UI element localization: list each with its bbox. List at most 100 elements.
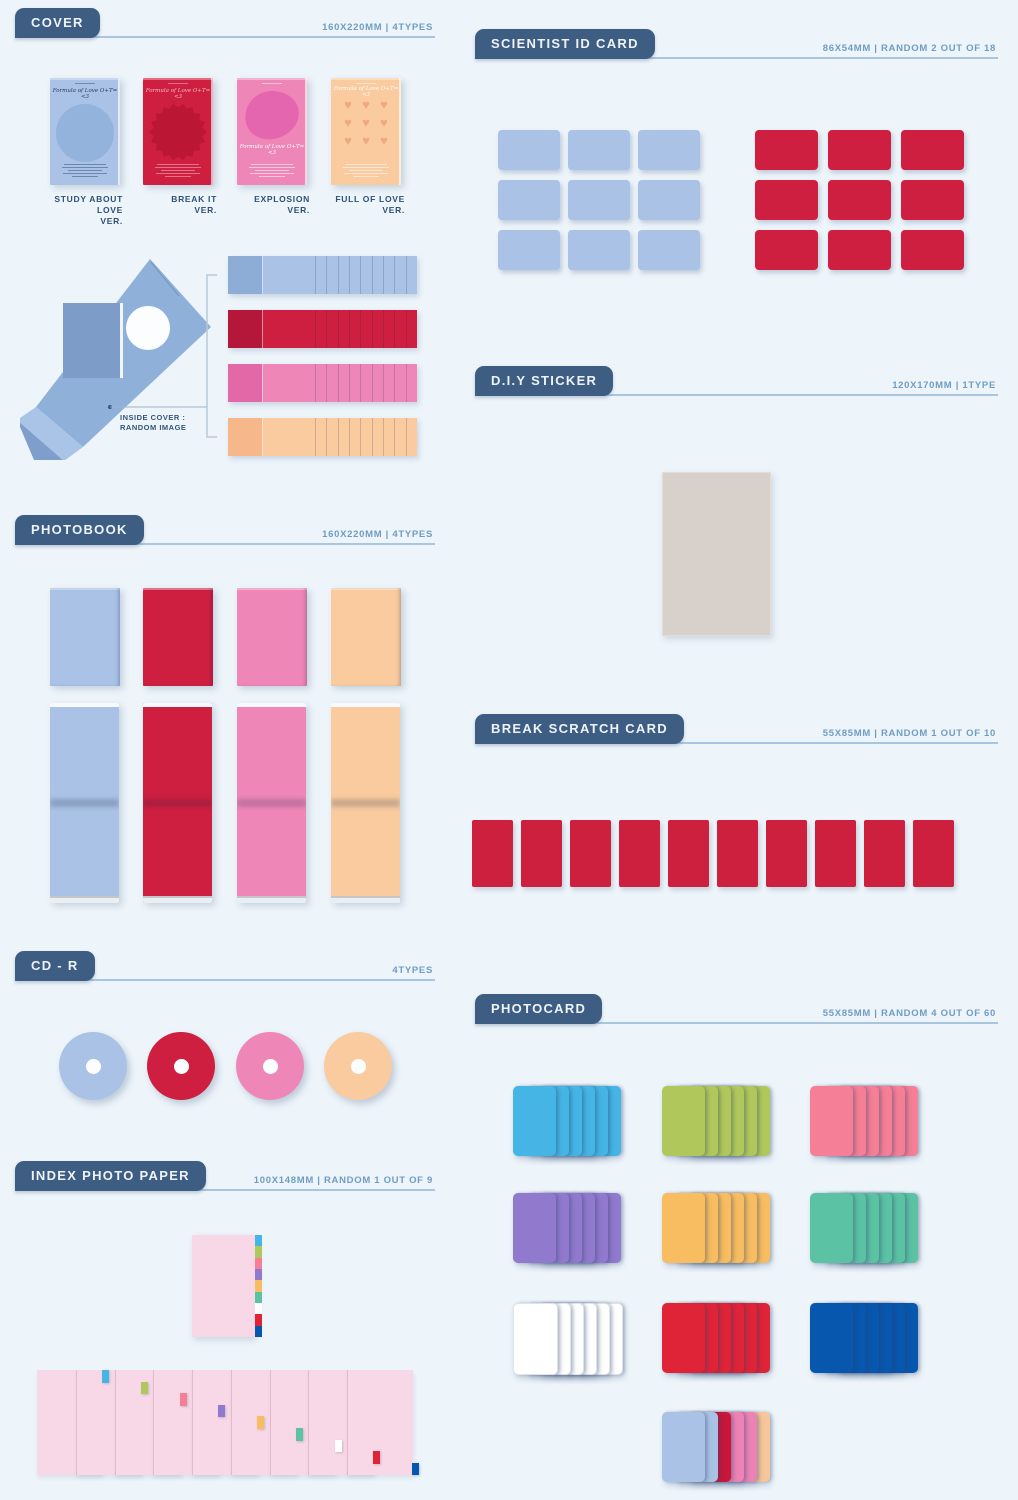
index-tab — [255, 1325, 262, 1337]
scratch-section-tab: BREAK SCRATCH CARD — [475, 714, 684, 744]
album-title: Formula of Love O+T=<3 — [52, 88, 118, 100]
photobook-section-tab: PHOTOBOOK — [15, 515, 144, 545]
fan-tab — [334, 1439, 342, 1453]
id-card — [498, 130, 560, 170]
scratch-card — [717, 820, 758, 887]
id-card — [568, 130, 630, 170]
cover-top-text-line — [168, 83, 188, 84]
version-label-full-of-love: FULL OF LOVE VER. — [315, 194, 405, 216]
id-card — [498, 180, 560, 220]
fan-tab — [373, 1451, 381, 1464]
version-suffix: VER. — [194, 205, 217, 215]
photocard — [513, 1086, 556, 1156]
version-label-break-it: BREAK IT VER. — [127, 194, 217, 216]
version-name: EXPLOSION — [254, 194, 310, 204]
photocard — [662, 1303, 705, 1373]
photocard-section-tab: PHOTOCARD — [475, 994, 603, 1024]
id-card — [568, 180, 630, 220]
id-card — [755, 130, 818, 170]
album-title: Formula of Love O+T=<3 — [145, 88, 211, 100]
version-suffix: VER. — [287, 205, 310, 215]
cover-strip-red — [228, 310, 417, 348]
section-title: D.I.Y STICKER — [491, 373, 598, 388]
photobook-spread-pink — [237, 703, 306, 903]
fan-tab — [179, 1393, 187, 1406]
diy-sticker-sheet — [662, 472, 771, 636]
album-title: Formula of Love O+T=<3 — [333, 86, 399, 98]
id-card — [828, 180, 891, 220]
scientist-section-header: SCIENTIST ID CARD 86X54MM | RANDOM 2 OUT… — [475, 27, 998, 59]
heart-icon: ♥ — [362, 133, 370, 148]
inside-note-line1: INSIDE COVER : — [120, 413, 186, 422]
index-tab — [255, 1280, 262, 1292]
heart-icon: ♥ — [344, 115, 352, 130]
id-card — [638, 230, 700, 270]
id-card — [755, 180, 818, 220]
section-title: BREAK SCRATCH CARD — [491, 721, 668, 736]
inside-cover-note: INSIDE COVER : RANDOM IMAGE — [120, 413, 186, 432]
inside-note-line2: RANDOM IMAGE — [120, 422, 187, 432]
index-tab — [255, 1246, 262, 1258]
section-title: CD - R — [31, 958, 79, 973]
scientist-section-meta: 86X54MM | RANDOM 2 OUT OF 18 — [822, 43, 996, 54]
id-card — [828, 130, 891, 170]
index-section-header: INDEX PHOTO PAPER 100X148MM | RANDOM 1 O… — [15, 1159, 435, 1191]
id-card — [755, 230, 818, 270]
cdr-section-tab: CD - R — [15, 951, 95, 981]
heart-icon: ♥ — [344, 97, 352, 112]
index-tab-column — [255, 1235, 262, 1337]
section-title: INDEX PHOTO PAPER — [31, 1168, 190, 1183]
index-tab — [255, 1302, 262, 1315]
photocard-section-meta: 55X85MM | RANDOM 4 OUT OF 60 — [822, 1008, 996, 1019]
photobook-cover-peach — [331, 588, 401, 686]
cover-top-text-line — [262, 83, 282, 84]
index-section-meta: 100X148MM | RANDOM 1 OUT OF 9 — [253, 1175, 433, 1186]
photocard-stack-orange — [662, 1193, 770, 1263]
photocard-stack-white — [513, 1303, 623, 1375]
version-label-explosion: EXPLOSION VER. — [220, 194, 310, 216]
scratch-card — [472, 820, 513, 887]
photocard — [513, 1303, 558, 1375]
heart-icon: ♥ — [380, 133, 388, 148]
photobook-spread-red — [143, 703, 212, 903]
scratch-card — [815, 820, 856, 887]
cover-section-header: COVER 160X220MM | 4TYPES — [15, 6, 435, 38]
cdr-section-header: CD - R 4TYPES — [15, 949, 435, 981]
cover-top-text-line — [75, 83, 95, 84]
index-tab — [255, 1268, 262, 1281]
fan-tab — [295, 1428, 303, 1441]
fan-tab — [218, 1404, 226, 1418]
cd-disc-peach — [324, 1032, 392, 1100]
photobook-section-header: PHOTOBOOK 160X220MM | 4TYPES — [15, 513, 435, 545]
heart-icon: ♥ — [380, 97, 388, 112]
photocard-stack-navy — [810, 1303, 918, 1373]
id-card — [498, 230, 560, 270]
cover-strip-peach — [228, 418, 417, 456]
photocard — [810, 1193, 853, 1263]
fan-tab — [140, 1381, 148, 1395]
cover-section-tab: COVER — [15, 8, 100, 38]
heart-icon: ♥ — [362, 115, 370, 130]
photocard — [810, 1303, 853, 1373]
cd-hole — [85, 1058, 101, 1074]
heart-icon: ♥ — [380, 115, 388, 130]
cover-blob-shape — [241, 87, 303, 143]
id-card — [568, 230, 630, 270]
cd-hole — [262, 1058, 278, 1074]
cdr-section-meta: 4TYPES — [392, 965, 433, 976]
id-card — [828, 230, 891, 270]
inside-cover-diagram — [20, 259, 217, 460]
photobook-cover-pink — [237, 588, 307, 686]
scratch-card-row — [472, 820, 954, 887]
id-card — [638, 180, 700, 220]
cover-credits-lines — [61, 164, 110, 177]
index-paper-fan — [37, 1370, 419, 1476]
id-card-grid-red — [755, 130, 964, 270]
photobook-spread-blue — [50, 703, 119, 903]
photocard-stack-mixed — [662, 1412, 770, 1482]
id-card — [901, 230, 964, 270]
scratch-card — [864, 820, 905, 887]
photocard-section-header: PHOTOCARD 55X85MM | RANDOM 4 OUT OF 60 — [475, 992, 998, 1024]
index-tab — [255, 1257, 262, 1269]
